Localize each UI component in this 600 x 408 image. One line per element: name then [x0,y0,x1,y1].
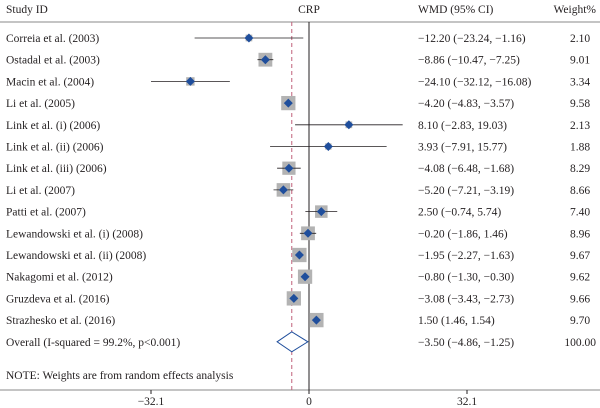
study-ci-text: −12.20 (−23.24, −1.16) [418,33,526,45]
overall-diamond [276,331,309,353]
point-estimate-marker [185,76,195,86]
study-ci-text: 3.93 (−7.91, 15.77) [418,142,507,154]
point-estimate-marker [283,98,293,108]
point-estimate-marker [260,55,270,65]
study-ci-text: 1.50 (1.46, 1.54) [418,315,495,327]
study-label: Ostadal et al. (2003) [6,55,100,67]
study-weight: 8.29 [570,163,590,175]
point-estimate-marker [300,272,310,282]
point-estimate-marker [244,33,254,43]
study-weight: 9.70 [570,315,590,327]
point-estimate-marker [294,250,304,260]
study-weight: 9.62 [570,272,590,284]
study-label: Macin et al. (2004) [6,76,94,88]
header-study: Study ID [6,4,48,16]
point-estimate-marker [316,207,326,217]
study-ci-text: −5.20 (−7.21, −3.19) [418,185,514,197]
overall-weight: 100.00 [564,337,596,349]
study-weight: 8.96 [570,228,590,240]
study-weight: 7.40 [570,207,590,219]
study-weight: 9.67 [570,250,590,262]
study-ci-text: 2.50 (−0.74, 5.74) [418,207,501,219]
header-effect: WMD (95% CI) [418,4,494,16]
x-tick-label: 0 [306,396,312,408]
point-estimate-marker [278,185,288,195]
study-ci-text: 8.10 (−2.83, 19.03) [418,120,507,132]
study-weight: 8.66 [570,185,590,197]
study-ci-text: −0.80 (−1.30, −0.30) [418,272,514,284]
study-label: Strazhesko et al. (2016) [6,315,115,327]
study-label: Li et al. (2005) [6,98,75,110]
study-ci-text: −3.08 (−3.43, −2.73) [418,293,514,305]
point-estimate-marker [311,315,321,325]
study-label: Lewandowski et al. (ii) (2008) [6,250,146,262]
x-tick-label: −32.1 [138,396,165,408]
study-weight: 9.66 [570,293,590,305]
study-weight: 2.13 [570,120,590,132]
point-estimate-marker [303,228,313,238]
point-estimate-marker [323,142,333,151]
study-ci-text: −0.20 (−1.86, 1.46) [418,228,508,240]
header-weight: Weight% [553,4,596,16]
overall-ci-text: −3.50 (−4.86, −1.25) [418,337,514,349]
study-label: Gruzdeva et al. (2016) [6,293,110,305]
study-weight: 2.10 [570,33,590,45]
study-label: Lewandowski et al. (i) (2008) [6,228,143,240]
study-label: Patti et al. (2007) [6,207,86,219]
overall-label: Overall (I-squared = 99.2%, p<0.001) [6,337,180,349]
study-label: Li et al. (2007) [6,185,75,197]
point-estimate-marker [344,120,354,130]
study-label: Link et al. (ii) (2006) [6,142,104,154]
study-label: Nakagomi et al. (2012) [6,272,113,284]
study-label: Link et al. (iii) (2006) [6,163,107,175]
study-weight: 9.01 [570,55,590,67]
header-plot: CRP [298,4,320,16]
study-ci-text: −4.08 (−6.48, −1.68) [418,163,514,175]
study-ci-text: −8.86 (−10.47, −7.25) [418,55,520,67]
study-ci-text: −24.10 (−32.12, −16.08) [418,76,532,88]
study-ci-text: −4.20 (−4.83, −3.57) [418,98,514,110]
study-weight: 3.34 [570,76,590,88]
study-label: Correia et al. (2003) [6,33,99,45]
x-tick-label: 32.1 [457,396,477,408]
study-weight: 9.58 [570,98,590,110]
study-weight: 1.88 [570,142,590,154]
point-estimate-marker [284,163,294,173]
weights-note: NOTE: Weights are from random effects an… [6,370,234,382]
study-ci-text: −1.95 (−2.27, −1.63) [418,250,514,262]
point-estimate-marker [289,293,299,303]
study-label: Link et al. (i) (2006) [6,120,100,132]
